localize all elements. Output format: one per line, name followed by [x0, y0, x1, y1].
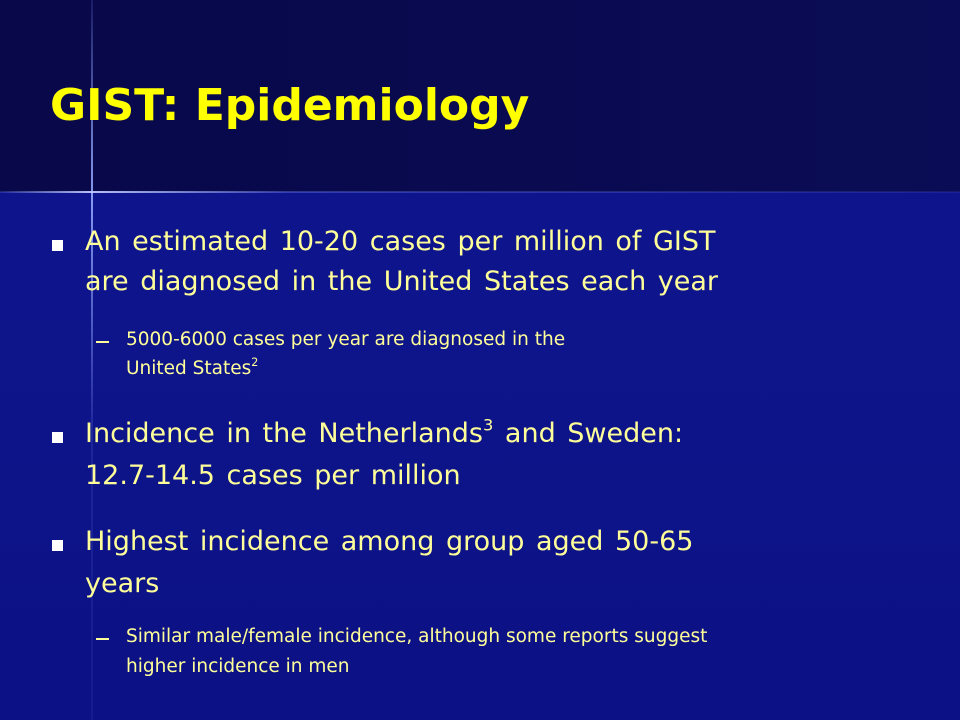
sub-text: United States2: [126, 356, 259, 379]
bullet-text: Incidence in the Netherlands3 and Sweden…: [85, 415, 684, 449]
bullet-text: and Sweden:: [504, 418, 684, 449]
bullet-text: 12.7-14.5 cases per million: [85, 460, 461, 491]
bullet-text: Highest incidence among group aged 50-65: [85, 526, 694, 557]
sub-marker: [96, 638, 109, 640]
sub-text: Similar male/female incidence, although …: [126, 626, 708, 647]
header-band: [0, 0, 960, 192]
decor-line: [0, 191, 960, 193]
sub-marker: [96, 341, 109, 343]
reference: 3: [483, 415, 494, 435]
bullet-text: Incidence in the Netherlands: [85, 418, 483, 449]
sub-text: 5000-6000 cases per year are diagnosed i…: [126, 329, 566, 350]
bullet-text: An estimated 10-20 cases per million of …: [85, 226, 716, 257]
bullet-text: years: [85, 568, 160, 599]
sub-text: United States: [126, 358, 252, 379]
bullet-marker: [52, 540, 63, 551]
reference: 2: [251, 356, 259, 370]
title: GIST: Epidemiology: [50, 80, 530, 131]
sub-text: higher incidence in men: [126, 656, 350, 677]
decor-line: [91, 0, 93, 720]
bullet-text: are diagnosed in the United States each …: [85, 266, 719, 297]
bullet-marker: [52, 432, 63, 443]
bullet-marker: [52, 240, 63, 251]
